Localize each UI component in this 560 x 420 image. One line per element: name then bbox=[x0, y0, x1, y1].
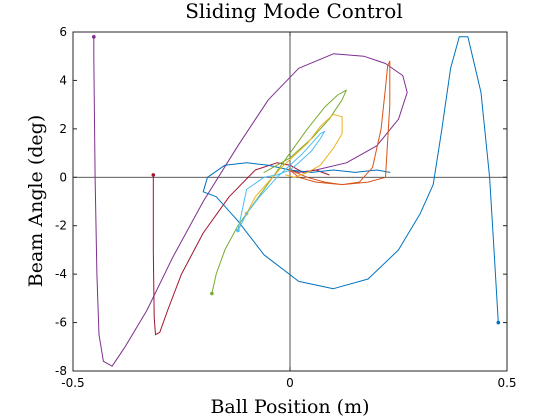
y-tick-label: 2 bbox=[59, 122, 67, 136]
x-tick-label: 0 bbox=[286, 376, 294, 390]
y-tick-label: 6 bbox=[59, 25, 67, 39]
series-start-point-1 bbox=[92, 35, 96, 39]
x-tick-label: -0.5 bbox=[61, 376, 84, 390]
y-tick-label: 0 bbox=[59, 170, 67, 184]
y-tick-label: -8 bbox=[55, 364, 67, 378]
x-axis-label: Ball Position (m) bbox=[210, 396, 369, 418]
x-tick-label: 0.5 bbox=[497, 376, 516, 390]
series-line-7 bbox=[237, 130, 326, 232]
y-tick-label: 4 bbox=[59, 73, 67, 87]
series-line-2 bbox=[152, 162, 330, 336]
y-tick-label: -4 bbox=[55, 267, 67, 281]
chart-title: Sliding Mode Control bbox=[185, 0, 403, 23]
series-line-3 bbox=[202, 36, 499, 324]
series-start-point-5 bbox=[210, 291, 214, 296]
series-line-5 bbox=[211, 89, 347, 294]
series-line-6 bbox=[246, 113, 343, 215]
series-start-point-2 bbox=[151, 173, 156, 177]
series-line-4 bbox=[289, 60, 391, 186]
y-tick-label: -6 bbox=[55, 316, 67, 330]
series-layer bbox=[92, 35, 501, 367]
axis-ticks: -0.5 0 0.5 -8 -6 -4 -2 0 2 4 6 bbox=[55, 25, 517, 390]
y-tick-label: -2 bbox=[55, 219, 67, 233]
series-start-point-3 bbox=[496, 320, 501, 325]
series-start-point-7 bbox=[236, 228, 240, 233]
series-line-1 bbox=[93, 36, 408, 367]
y-axis-label: Beam Angle (deg) bbox=[25, 115, 47, 287]
